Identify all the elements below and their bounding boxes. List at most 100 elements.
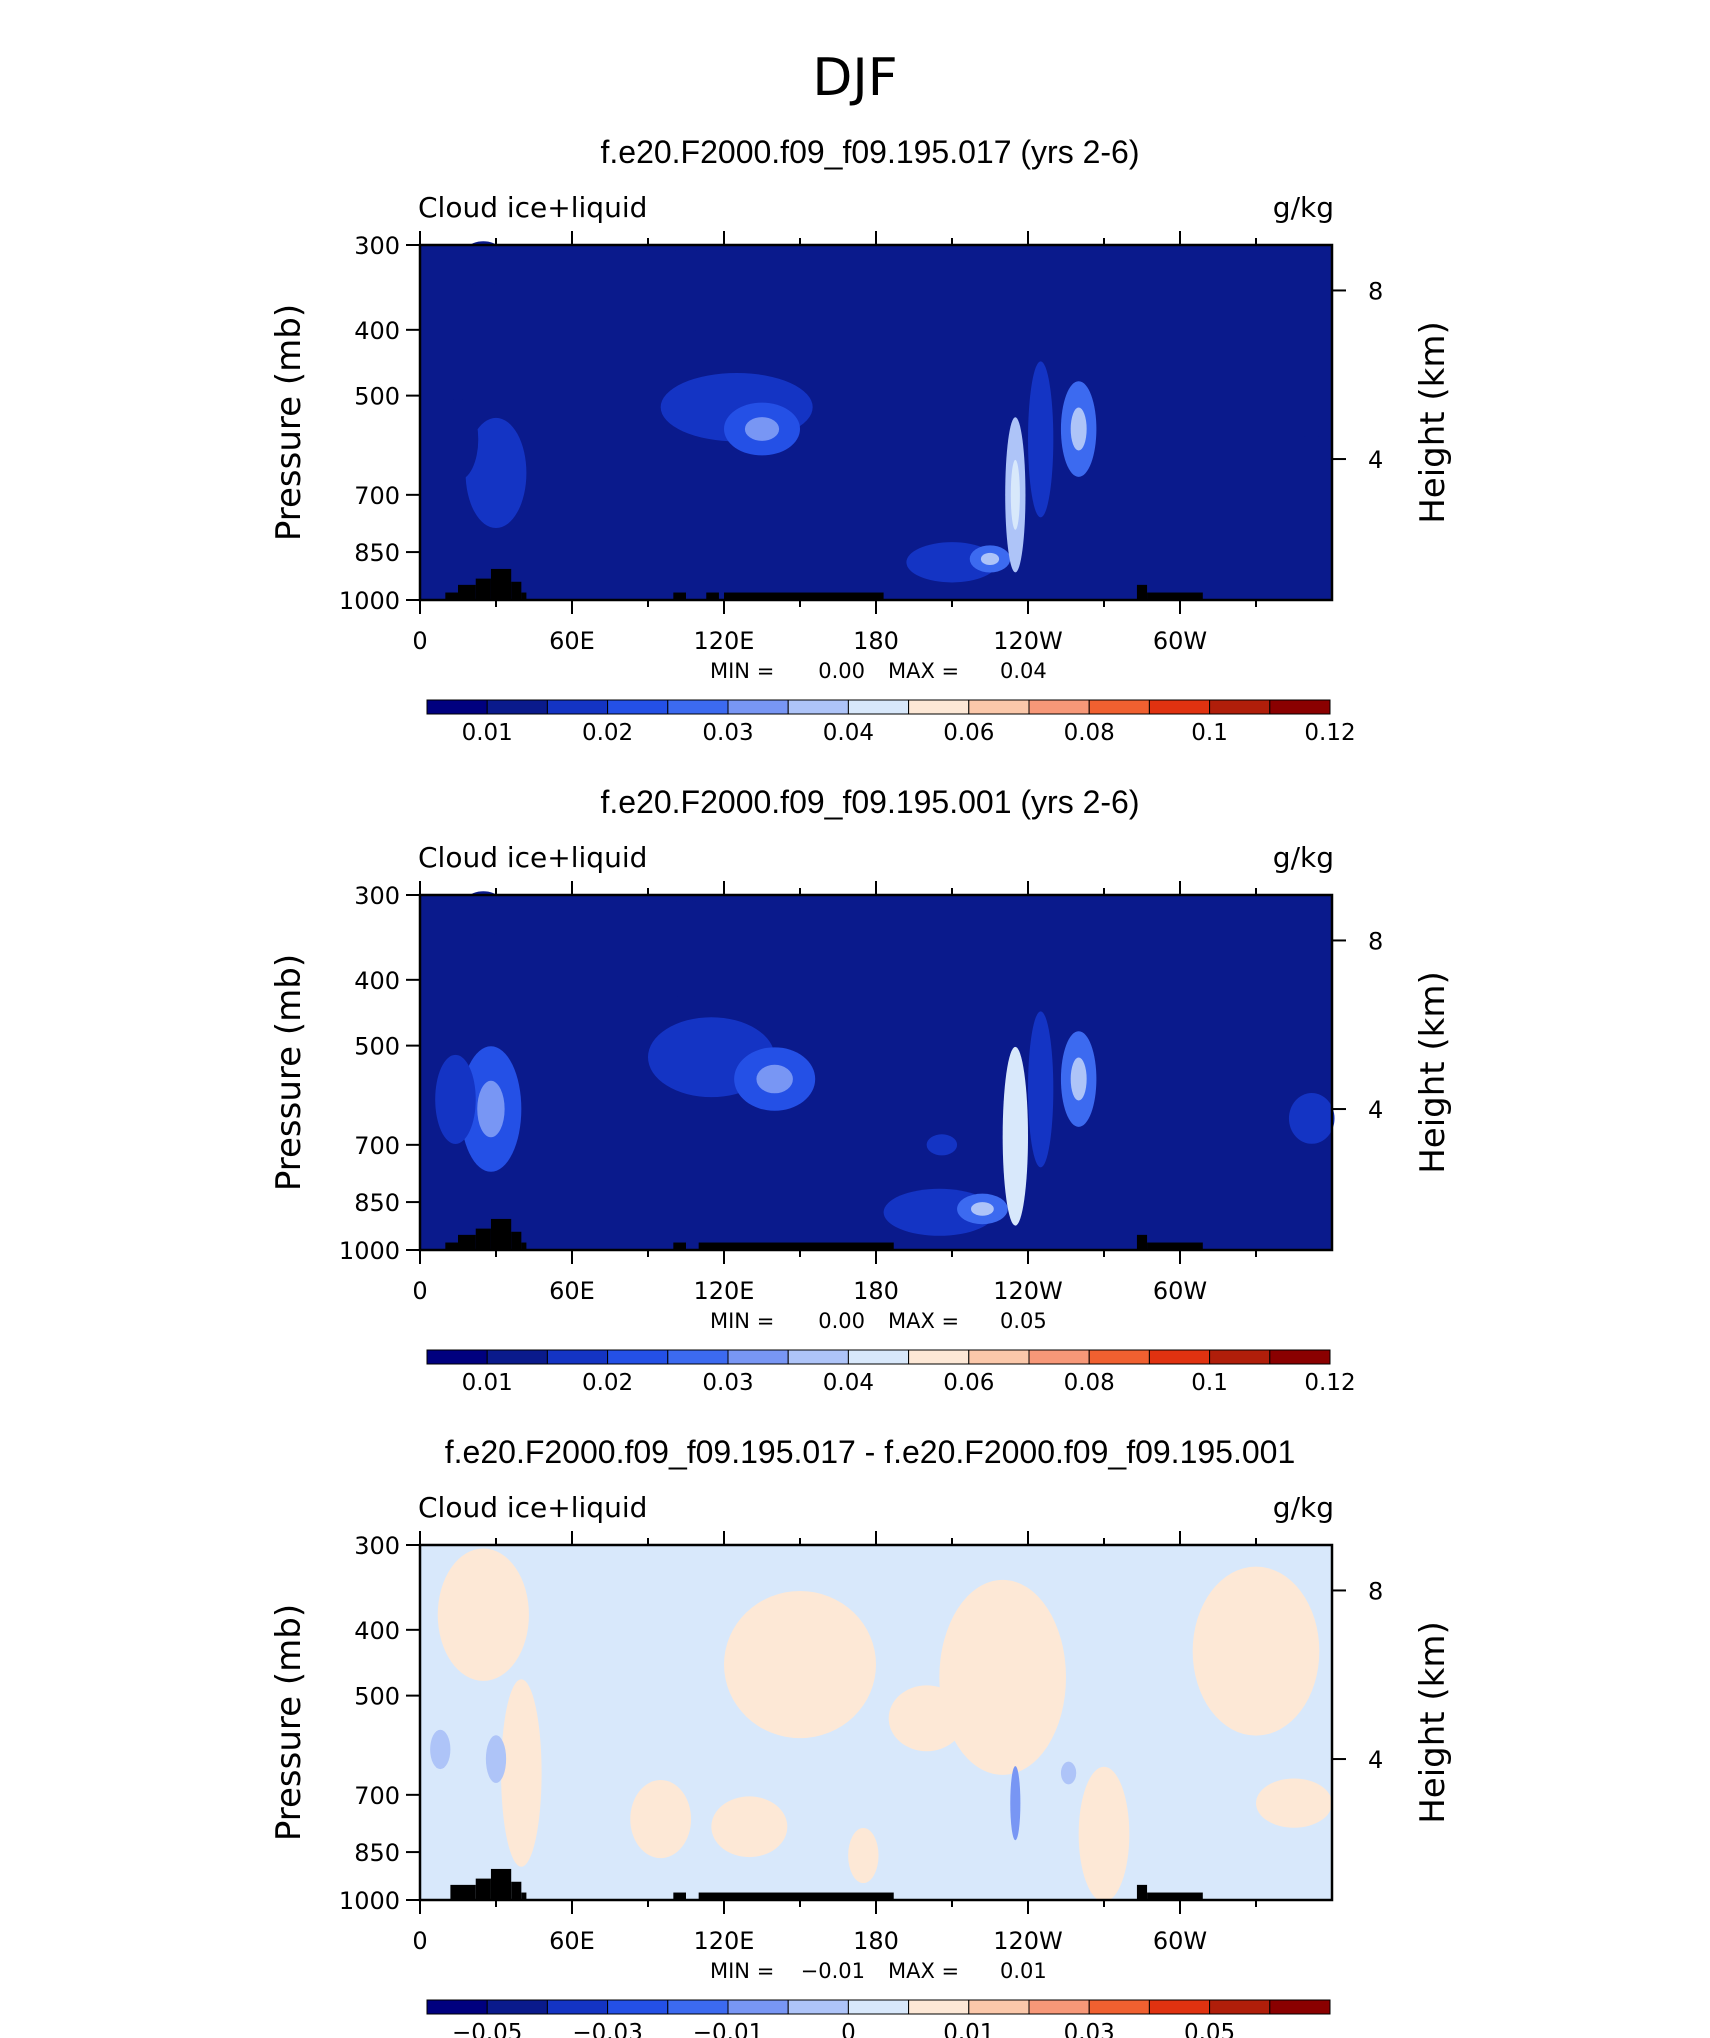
- topography-block: [475, 1878, 491, 1900]
- colorbar-label: 0.04: [823, 1370, 874, 1396]
- colorbar-swatch: [546, 1999, 609, 2015]
- contour-blob: [458, 891, 509, 937]
- max-label: MAX =: [888, 1959, 959, 1983]
- colorbar-label: 0.08: [1064, 1370, 1115, 1396]
- contour-blob: [465, 417, 527, 529]
- colorbar-swatch: [1269, 1349, 1331, 1365]
- y-right-tick-label: 8: [1368, 277, 1383, 305]
- topography-block: [458, 1234, 476, 1250]
- y-tick-label: 300: [354, 1532, 400, 1560]
- x-tick-label: 120W: [993, 627, 1063, 655]
- topography-block: [445, 592, 458, 600]
- colorbar-swatch: [667, 1349, 729, 1365]
- topography-block: [698, 1242, 894, 1250]
- x-tick-label: 0: [412, 1277, 427, 1305]
- colorbar-swatch: [1209, 1349, 1271, 1365]
- contour-blob: [437, 398, 479, 481]
- colorbar-swatch: [727, 1999, 789, 2015]
- topography-block: [1147, 1242, 1203, 1250]
- colorbar-label: 0.01: [462, 720, 513, 746]
- colorbar-swatch: [968, 1999, 1030, 2015]
- colorbar-swatch: [908, 699, 970, 715]
- contour-blob: [501, 1679, 542, 1867]
- topography-block: [490, 568, 512, 600]
- contour-blob: [655, 899, 717, 999]
- plot-background: [420, 895, 1332, 1250]
- topography: [445, 1218, 1203, 1250]
- contour-blob-core: [477, 1080, 505, 1138]
- colorbar-label: 0.04: [823, 720, 874, 746]
- contour-blob: [848, 1828, 879, 1884]
- contour-blob: [430, 1729, 451, 1770]
- contour-features: [430, 1548, 1332, 1902]
- contour-blob-core: [980, 552, 1000, 566]
- colorbar-label: 0.03: [1064, 2020, 1115, 2038]
- colorbar: −0.05 −0.03 −0.01 0 0.01 0.03 0.05: [426, 1999, 1331, 2038]
- colorbar-swatch: [787, 1999, 849, 2015]
- colorbar-swatch: [546, 1349, 609, 1365]
- y-tick-label: 700: [354, 1782, 400, 1810]
- y-right-tick-label: 4: [1368, 446, 1383, 474]
- colorbar-label: 0: [841, 2020, 856, 2038]
- contour-blob-core: [971, 1202, 994, 1216]
- topography-block: [521, 592, 527, 600]
- contour-blob-core: [1070, 407, 1087, 451]
- colorbar-label: 0.1: [1191, 1370, 1228, 1396]
- colorbar-label: 0.12: [1304, 1370, 1355, 1396]
- topography-block: [698, 1892, 894, 1900]
- contour-blob: [1028, 1011, 1054, 1168]
- contour-blob: [435, 1054, 476, 1144]
- x-tick-label: 120W: [993, 1927, 1063, 1955]
- panel-title: f.e20.F2000.f09_f09.195.017 (yrs 2-6): [600, 134, 1139, 170]
- y-right-tick-label: 8: [1368, 1577, 1383, 1605]
- topography-block: [511, 1881, 522, 1900]
- topography-block: [511, 581, 522, 600]
- min-value: 0.00: [818, 659, 865, 683]
- y-tick-label: 1000: [339, 1237, 400, 1265]
- colorbar-swatch: [667, 699, 729, 715]
- y-right-tick-label: 4: [1368, 1096, 1383, 1124]
- y-tick-label: 850: [354, 539, 400, 567]
- x-tick-label: 120E: [694, 1927, 755, 1955]
- chart-panel-2: f.e20.F2000.f09_f09.195.001 (yrs 2-6) Clo…: [269, 784, 1453, 1396]
- panel-title: f.e20.F2000.f09_f09.195.017 - f.e20.F200…: [445, 1434, 1295, 1470]
- colorbar-swatch: [426, 1349, 488, 1365]
- colorbar-swatch: [1148, 1349, 1211, 1365]
- topography-block: [445, 1242, 458, 1250]
- y-right-tick-label: 8: [1368, 927, 1383, 955]
- topography-block: [490, 1218, 512, 1250]
- y-tick-label: 500: [354, 383, 400, 411]
- colorbar-swatch: [607, 1999, 669, 2015]
- x-tick-label: 0: [412, 1927, 427, 1955]
- colorbar-label: 0.08: [1064, 720, 1115, 746]
- topography-block: [521, 1242, 527, 1250]
- topography-block: [458, 584, 476, 600]
- min-label: MIN =: [710, 659, 774, 683]
- y-tick-label: 1000: [339, 587, 400, 615]
- figure-title: DJF: [812, 48, 897, 108]
- panel-units-label: g/kg: [1273, 841, 1334, 874]
- y-axis-title: Pressure (mb): [269, 1604, 309, 1841]
- plot-background: [420, 245, 1332, 600]
- max-value: 0.05: [1000, 1309, 1047, 1333]
- contour-blob-core: [1009, 1096, 1022, 1177]
- topography-block: [724, 592, 884, 600]
- colorbar-swatch: [968, 1349, 1030, 1365]
- colorbar-swatch: [908, 1999, 970, 2015]
- contour-blob: [1291, 435, 1332, 483]
- topography-block: [673, 1892, 686, 1900]
- panel-title: f.e20.F2000.f09_f09.195.001 (yrs 2-6): [600, 784, 1139, 820]
- colorbar-swatch: [787, 699, 849, 715]
- contour-blob-core: [1070, 1057, 1087, 1101]
- colorbar-label: −0.01: [693, 2020, 763, 2038]
- colorbar-swatch: [968, 699, 1030, 715]
- topography-block: [1147, 1892, 1203, 1900]
- x-tick-label: 120E: [694, 1277, 755, 1305]
- panel-units-label: g/kg: [1273, 1491, 1334, 1524]
- topography-block: [521, 1892, 527, 1900]
- x-tick-label: 180: [853, 1927, 899, 1955]
- colorbar-swatch: [727, 1349, 789, 1365]
- contour-blob-core: [744, 417, 780, 441]
- y-tick-label: 300: [354, 882, 400, 910]
